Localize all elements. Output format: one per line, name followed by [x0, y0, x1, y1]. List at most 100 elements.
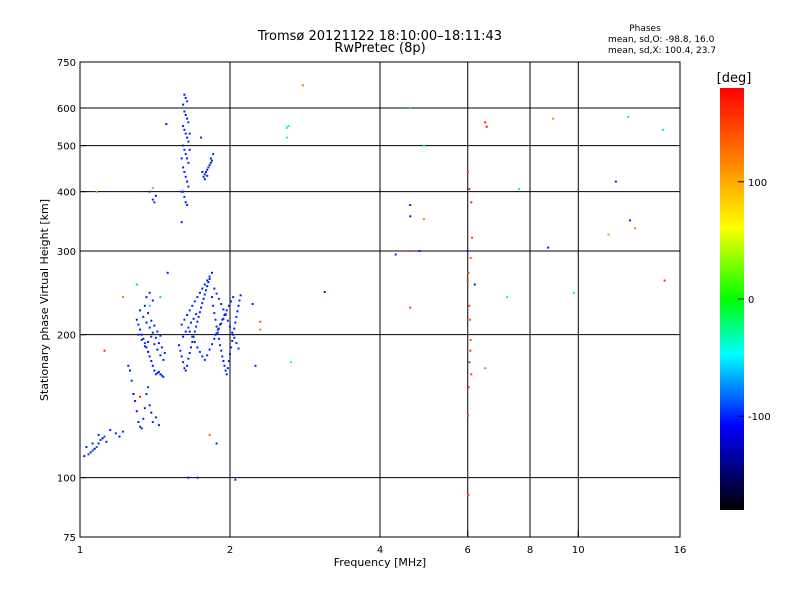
data-point [394, 253, 397, 256]
data-point [409, 204, 412, 206]
data-point [153, 343, 156, 346]
data-point [186, 100, 189, 103]
colorbar-tick-label: 0 [748, 295, 754, 306]
data-point [143, 345, 146, 348]
y-tick-label: 400 [57, 188, 76, 199]
data-point [471, 236, 473, 239]
data-point [301, 84, 304, 87]
data-point [159, 296, 162, 299]
data-point [517, 188, 520, 191]
data-point [211, 296, 213, 299]
data-point [237, 304, 240, 307]
data-point [154, 194, 157, 197]
data-point [230, 300, 233, 303]
data-point [213, 337, 216, 340]
data-point [183, 148, 186, 151]
data-point [180, 221, 183, 224]
data-point [143, 342, 146, 345]
data-point [186, 180, 189, 183]
data-point [101, 437, 104, 440]
data-point [206, 168, 209, 171]
data-point [216, 331, 219, 334]
data-point [132, 393, 135, 395]
data-point [203, 358, 206, 361]
data-point [209, 157, 212, 160]
data-point [182, 361, 185, 364]
data-point [145, 296, 148, 299]
data-point [142, 337, 145, 340]
data-point [156, 348, 159, 351]
data-point [208, 275, 211, 278]
data-point [208, 348, 211, 351]
data-point [151, 299, 154, 302]
data-point [466, 250, 469, 252]
data-point [662, 128, 665, 131]
data-point [156, 330, 159, 333]
data-point [186, 157, 189, 160]
data-point [223, 364, 226, 367]
data-point [154, 416, 157, 419]
data-point [143, 304, 146, 307]
data-point [237, 347, 240, 350]
data-point [142, 417, 145, 420]
data-point [183, 128, 186, 131]
data-point [233, 336, 236, 339]
data-point [162, 358, 165, 361]
data-point [180, 355, 183, 358]
data-point [287, 125, 290, 127]
data-point [233, 327, 236, 330]
gridlines [80, 62, 680, 537]
data-point [219, 323, 221, 326]
data-point [196, 320, 199, 323]
data-point [220, 303, 223, 305]
data-point [259, 328, 262, 331]
data-point [157, 370, 160, 373]
data-point [184, 201, 187, 204]
data-point [195, 325, 198, 328]
data-point [224, 313, 227, 316]
data-point [208, 164, 211, 167]
data-point [190, 321, 192, 324]
data-point [207, 166, 210, 169]
data-point [634, 227, 637, 230]
data-point [469, 349, 472, 352]
colorbar-ticks: 100 0 -100 [738, 178, 771, 423]
data-point [221, 318, 224, 321]
data-point [162, 375, 165, 378]
data-point [178, 344, 180, 347]
data-point [139, 395, 142, 398]
data-point [165, 123, 168, 126]
data-point [180, 323, 183, 326]
data-point [285, 136, 288, 139]
data-point [409, 306, 412, 309]
data-point [122, 296, 124, 299]
data-point [91, 442, 94, 445]
data-point [182, 144, 185, 147]
data-point [151, 187, 154, 190]
data-point [143, 407, 146, 410]
data-point [147, 312, 150, 315]
data-point [184, 114, 187, 116]
data-point [127, 364, 130, 367]
data-point [206, 285, 209, 288]
data-point [235, 315, 238, 318]
data-point [229, 353, 231, 356]
data-point [202, 175, 205, 178]
data-point [103, 349, 106, 352]
data-point [206, 279, 209, 282]
data-point [184, 153, 187, 156]
data-point [183, 171, 186, 173]
data-point [422, 144, 425, 147]
chart-title-line1: Tromsø 20121122 18:10:00–18:11:43 [257, 29, 502, 44]
data-point [150, 319, 153, 322]
data-point [484, 121, 487, 124]
data-point [154, 336, 157, 339]
data-point [469, 257, 472, 259]
data-point [614, 180, 617, 183]
x-axis-label: Frequency [MHz] [334, 556, 426, 569]
x-tick-label: 6 [465, 545, 471, 556]
data-point [196, 296, 199, 299]
data-point [151, 331, 154, 334]
data-point [166, 271, 169, 274]
data-point [220, 322, 223, 325]
